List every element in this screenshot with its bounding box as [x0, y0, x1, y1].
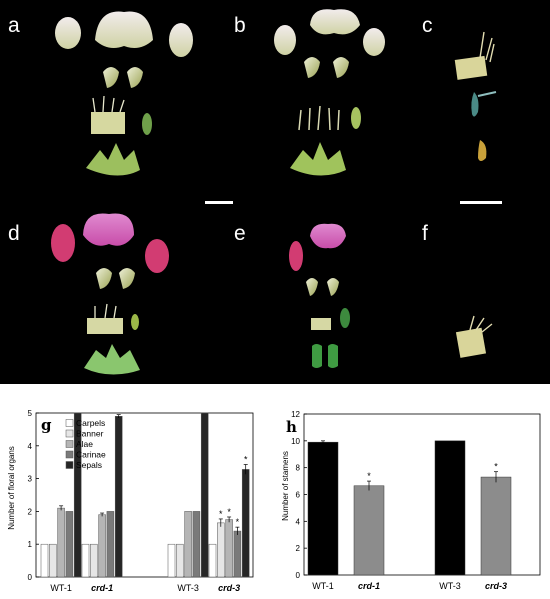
y-tick-label: 4 — [28, 442, 33, 451]
panel-a-flower-parts: a — [8, 11, 193, 176]
bar — [73, 412, 82, 578]
significance-star: * — [227, 507, 231, 517]
bar — [65, 511, 74, 578]
bar — [184, 511, 192, 578]
x-category-label: crd-3 — [485, 581, 507, 591]
bar — [167, 543, 176, 578]
bar — [57, 507, 65, 578]
x-category-label: WT-3 — [439, 581, 461, 591]
x-category-label: crd-3 — [218, 583, 240, 593]
y-tick-label: 6 — [296, 491, 301, 500]
y-axis-label: Number of floral organs — [7, 446, 16, 530]
y-tick-label: 3 — [28, 475, 33, 484]
legend-swatch — [65, 419, 74, 427]
bar — [353, 485, 385, 576]
bar — [40, 543, 49, 578]
bar — [192, 511, 201, 578]
bar — [106, 511, 115, 578]
significance-star: * — [236, 517, 240, 527]
bar — [233, 530, 242, 578]
panel-c-flower-parts: c — [422, 14, 502, 204]
bar — [208, 543, 217, 578]
x-category-label: crd-1 — [358, 581, 380, 591]
bar — [98, 514, 106, 578]
bar — [307, 441, 339, 576]
y-tick-label: 0 — [296, 571, 301, 580]
y-tick-label: 12 — [291, 410, 300, 419]
panel-d-flower-parts: d — [8, 213, 169, 375]
bar — [241, 469, 250, 578]
bar — [225, 519, 233, 578]
bar — [434, 440, 466, 576]
panel-e-flower-parts: e — [234, 222, 350, 368]
panel-b-flower-parts: b — [234, 9, 385, 176]
legend-label: Carpels — [76, 418, 105, 428]
panel-f-flower-parts: f — [422, 222, 493, 358]
y-tick-label: 0 — [28, 573, 33, 582]
panel-label-g: g — [41, 416, 52, 434]
x-category-label: WT-3 — [177, 583, 199, 593]
legend-swatch — [65, 450, 74, 459]
bar — [114, 416, 123, 578]
bar — [217, 522, 225, 578]
bar — [200, 412, 209, 578]
legend-label: Banner — [76, 429, 104, 439]
y-tick-label: 1 — [28, 540, 33, 549]
legend-label: Sepals — [76, 460, 102, 470]
plot-frame — [35, 412, 254, 578]
y-tick-label: 5 — [28, 409, 33, 418]
x-category-label: crd-1 — [91, 583, 113, 593]
x-category-label: WT-1 — [50, 583, 72, 593]
bar — [49, 543, 57, 578]
panel-label-d: d — [8, 222, 20, 245]
significance-star: * — [219, 509, 223, 519]
panel-label-h: h — [286, 418, 297, 436]
significance-star: * — [367, 471, 371, 481]
floral-organs-chart: g Number of floral organs 0 1 2 3 4 5 WT-1 crd-… — [7, 409, 254, 593]
legend-swatch — [65, 461, 74, 469]
bar — [81, 543, 90, 578]
legend-swatch — [65, 440, 74, 448]
stamens-chart: h Number of stamens 0 2 4 6 8 10 12 WT-1 * crd-1 W… — [281, 410, 541, 591]
legend-label: Alae — [76, 439, 93, 449]
y-tick-label: 10 — [291, 437, 300, 446]
bar — [176, 543, 184, 578]
bar — [90, 543, 98, 578]
y-axis-label: Number of stamens — [281, 451, 290, 521]
significance-star: * — [244, 454, 248, 464]
panel-label-f: f — [422, 222, 428, 245]
panel-label-c: c — [422, 14, 433, 37]
legend-swatch — [65, 429, 74, 438]
y-tick-label: 2 — [296, 544, 301, 553]
legend-label: Carinae — [76, 450, 106, 460]
x-category-label: WT-1 — [312, 581, 334, 591]
y-tick-label: 2 — [28, 507, 33, 516]
panel-label-e: e — [234, 222, 246, 245]
y-tick-label: 8 — [296, 464, 301, 473]
panel-label-a: a — [8, 14, 20, 37]
significance-star: * — [494, 462, 498, 472]
panel-label-b: b — [234, 14, 246, 37]
bar — [480, 476, 512, 576]
flower-dissection-photo: a b c d — [0, 0, 550, 384]
y-tick-label: 4 — [296, 517, 301, 526]
